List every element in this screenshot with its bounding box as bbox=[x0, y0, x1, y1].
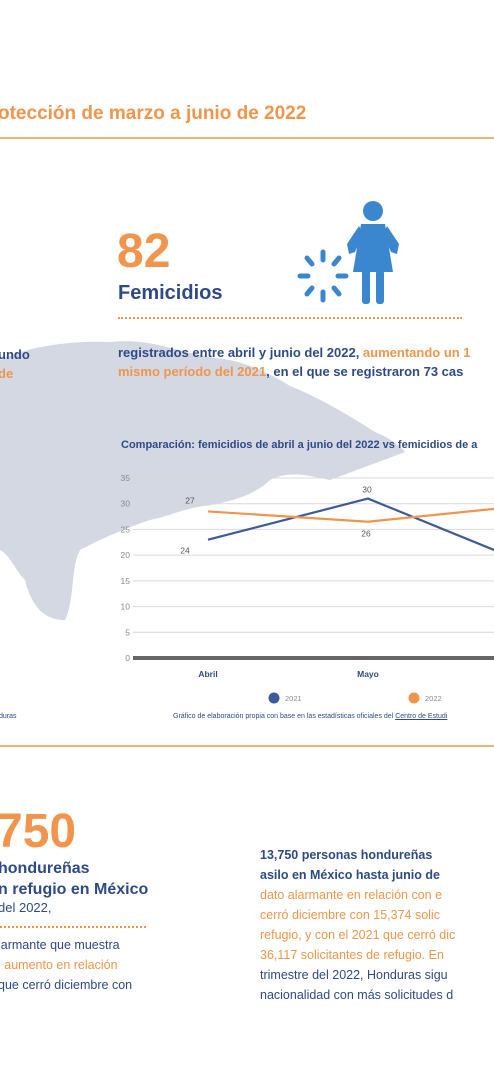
refugees-heading-line: n refugio en México bbox=[0, 881, 149, 898]
y-tick-label: 15 bbox=[121, 576, 131, 586]
left-fragment-line: de bbox=[0, 366, 14, 381]
refugees-right-paragraph: 13,750 personas hondureñas asilo en Méxi… bbox=[260, 845, 494, 1005]
desc-highlight: aumentando un 1 bbox=[362, 345, 471, 360]
legend-label: 2022 bbox=[425, 694, 442, 703]
refugees-heading-line: del 2022, bbox=[0, 900, 52, 915]
y-tick-label: 20 bbox=[121, 550, 131, 560]
x-tick-label: Mayo bbox=[357, 669, 379, 679]
series-line-2022 bbox=[207, 507, 494, 523]
femicides-description: registrados entre abril y junio del 2022… bbox=[118, 343, 494, 381]
chart-source-link[interactable]: Centro de Estudi bbox=[395, 713, 448, 720]
page-title: otección de marzo a junio de 2022 bbox=[0, 103, 307, 124]
left-para-line: larmante que muestra bbox=[0, 938, 120, 952]
legend-swatch bbox=[408, 692, 420, 704]
data-label: 26 bbox=[361, 529, 371, 539]
left-fragment-line: undo bbox=[0, 347, 30, 362]
y-tick-label: 25 bbox=[121, 524, 131, 534]
refugees-heading-line: hondureñas bbox=[0, 860, 90, 877]
femicides-count: 82 bbox=[117, 225, 171, 278]
refugees-left-paragraph: larmante que muestra l aumento en relaci… bbox=[0, 935, 132, 995]
right-para-line: 13,750 personas hondureñas bbox=[260, 848, 433, 862]
desc-part: , en el que se registraron 73 cas bbox=[266, 364, 464, 379]
dotted-divider bbox=[118, 317, 462, 319]
section-divider bbox=[0, 745, 494, 747]
data-label: 30 bbox=[362, 485, 372, 495]
y-tick-label: 0 bbox=[125, 653, 130, 663]
desc-highlight: mismo período del 2021 bbox=[118, 364, 267, 379]
legend-swatch bbox=[268, 692, 280, 704]
x-tick-label: Abril bbox=[198, 669, 217, 679]
right-para-line: 36,117 solicitantes de refugio. En bbox=[260, 948, 444, 962]
left-para-line: que cerró diciembre con bbox=[0, 978, 133, 992]
refugees-heading: hondureñas n refugio en México bbox=[0, 858, 148, 900]
desc-part: registrados entre abril y junio del 2022… bbox=[118, 345, 363, 360]
map-source-fragment: duras bbox=[0, 713, 17, 720]
top-divider bbox=[0, 137, 494, 139]
data-label: 24 bbox=[180, 546, 190, 556]
y-tick-label: 35 bbox=[121, 473, 131, 483]
dotted-divider bbox=[0, 926, 146, 928]
woman-figure-icon bbox=[347, 201, 399, 304]
right-para-line: asilo en México hasta junio de bbox=[260, 868, 440, 882]
left-para-line: l aumento en relación bbox=[0, 958, 118, 972]
femicides-label: Femicidios bbox=[118, 282, 223, 304]
left-fragment-text: undo de bbox=[0, 345, 30, 383]
right-para-line: cerró diciembre con 15,374 solic bbox=[260, 908, 440, 922]
right-para-line: dato alarmante en relación con e bbox=[260, 888, 443, 902]
chart-source: Gráfico de elaboración propia con base e… bbox=[173, 713, 447, 720]
sparkle-burst-icon bbox=[297, 249, 349, 303]
right-para-line: refugio, y con el 2021 que cerró dic bbox=[260, 928, 456, 942]
right-para-line: nacionalidad con más solicitudes d bbox=[260, 988, 454, 1002]
chart-source-text: Gráfico de elaboración propia con base e… bbox=[173, 713, 396, 720]
refugees-count: 750 bbox=[0, 805, 77, 858]
legend-label: 2021 bbox=[285, 694, 302, 703]
chart-title: Comparación: femicidios de abril a junio… bbox=[121, 439, 478, 451]
y-tick-label: 10 bbox=[121, 602, 131, 612]
y-tick-label: 5 bbox=[125, 627, 130, 637]
right-para-line: trimestre del 2022, Honduras sigu bbox=[260, 968, 448, 982]
honduras-map-silhouette bbox=[0, 341, 405, 620]
data-label: 27 bbox=[185, 495, 195, 505]
y-tick-label: 30 bbox=[121, 499, 131, 509]
series-line-2021 bbox=[207, 497, 494, 552]
line-chart: 0 5 10 15 20 25 30 35 Abril Mayo 24 30 27 26 2021 2022 bbox=[121, 473, 494, 704]
